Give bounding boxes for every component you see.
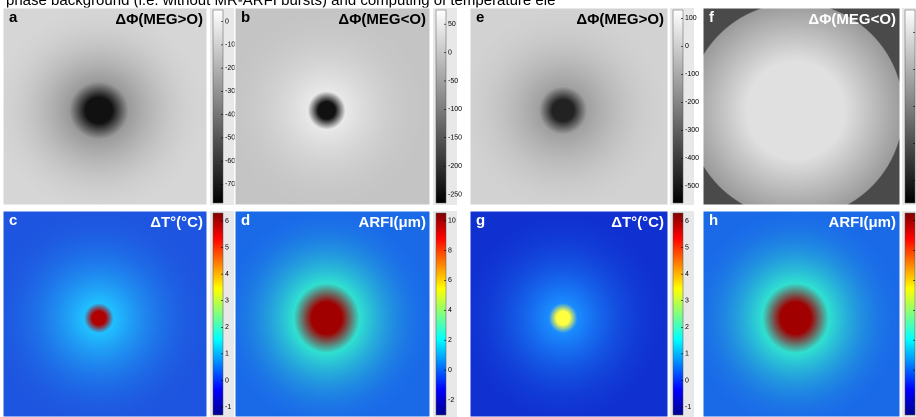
panel-title: ΔΦ(MEG>O) — [576, 11, 664, 28]
colorbar-tick-label: -100 — [225, 42, 239, 49]
colorbar-tick-label: 6 — [448, 277, 452, 284]
colorbar-tick-label: -150 — [448, 135, 462, 142]
header-text: phase background (i.e. without MR-ARFI b… — [6, 0, 555, 9]
colorbar-tick-label: -600 — [225, 158, 239, 165]
colorbar-tick-label: 2 — [225, 324, 229, 331]
colorbar — [904, 212, 916, 416]
colorbar-tick-label: 6 — [685, 218, 689, 225]
colorbar-tick-label: 5 — [685, 244, 689, 251]
panel-hotspot — [3, 8, 207, 205]
colorbar — [435, 212, 447, 416]
colorbar-tick-label: 1 — [685, 351, 689, 358]
colorbar-tick-label: 10 — [448, 217, 456, 224]
colorbar-tick-label: 1 — [225, 351, 229, 358]
panel-letter: a — [9, 9, 18, 26]
colorbar-tick-label: 0 — [225, 377, 229, 384]
panel-title: ΔΦ(MEG>O) — [115, 11, 203, 28]
colorbar-tick-label: -1 — [685, 404, 691, 411]
colorbar-tick-label: -300 — [225, 88, 239, 95]
panel-corner — [2, 210, 208, 417]
colorbar-tick-label: 100 — [685, 15, 697, 22]
panel-letter: h — [709, 212, 718, 229]
panel-title: ΔT°(°C) — [150, 214, 203, 231]
colorbar-tick-label: -700 — [225, 181, 239, 188]
colorbar-tick-label: -2 — [448, 397, 454, 404]
colorbar-tick-label: 2 — [448, 337, 452, 344]
colorbar — [672, 212, 684, 416]
colorbar-tick-label: 4 — [225, 271, 229, 278]
colorbar-tick-label: 2 — [685, 324, 689, 331]
colorbar-tick-label: -250 — [448, 191, 462, 198]
colorbar — [212, 9, 224, 204]
colorbar-tick-label: 0 — [448, 49, 452, 56]
colorbar — [212, 212, 224, 416]
colorbar-tick-label: -500 — [225, 135, 239, 142]
colorbar — [435, 9, 447, 204]
colorbar-tick-label: 6 — [225, 218, 229, 225]
colorbar-tick-label: 3 — [225, 298, 229, 305]
panel-hotspot — [703, 211, 900, 417]
colorbar-tick-label: -200 — [448, 163, 462, 170]
panel-hotspot — [470, 8, 668, 205]
colorbar-tick-label: -300 — [685, 127, 699, 134]
colorbar-tick-label: -1 — [225, 404, 231, 411]
colorbar-tick-label: -200 — [225, 65, 239, 72]
panel-title: ΔΦ(MEG<O) — [338, 11, 426, 28]
colorbar-tick-label: 0 — [448, 367, 452, 374]
panel-hotspot — [3, 211, 207, 417]
colorbar-tick-label: 0 — [685, 43, 689, 50]
colorbar-tick-label: -100 — [448, 106, 462, 113]
panel-letter: c — [9, 212, 17, 229]
colorbar-tick-label: 4 — [448, 307, 452, 314]
colorbar-tick-label: 3 — [685, 298, 689, 305]
colorbar-tick-label: -100 — [685, 71, 699, 78]
panel-corner — [234, 210, 431, 417]
panel-letter: e — [476, 9, 484, 26]
panel-corner — [702, 7, 901, 206]
colorbar-tick-label: 0 — [685, 377, 689, 384]
colorbar-tick-label: -200 — [685, 99, 699, 106]
panel-title: ΔT°(°C) — [611, 214, 664, 231]
panel-hotspot — [235, 211, 430, 417]
colorbar-tick-label: -400 — [685, 155, 699, 162]
panel-letter: g — [476, 212, 485, 229]
panel-corner — [2, 7, 208, 206]
colorbar-tick-label: 50 — [448, 21, 456, 28]
panel-hotspot — [235, 8, 430, 205]
colorbar-tick-label: -50 — [448, 78, 458, 85]
panel-letter: b — [241, 9, 250, 26]
panel-corner — [702, 210, 901, 417]
panel-letter: d — [241, 212, 250, 229]
panel-corner — [469, 210, 669, 417]
panel-title: ARFI(μm) — [829, 214, 897, 231]
colorbar-tick-label: 8 — [448, 247, 452, 254]
colorbar-tick-label: 4 — [685, 271, 689, 278]
colorbar-tick-label: 5 — [225, 244, 229, 251]
colorbar-tick-label: -500 — [685, 183, 699, 190]
panel-hotspot — [470, 211, 668, 417]
panel-hotspot — [703, 8, 900, 205]
colorbar-tick-label: -400 — [225, 111, 239, 118]
panel-corner — [234, 7, 431, 206]
panel-title: ARFI(μm) — [359, 214, 427, 231]
panel-corner — [469, 7, 669, 206]
colorbar — [672, 9, 684, 204]
colorbar-tick-label: 0 — [225, 18, 229, 25]
panel-title: ΔΦ(MEG<O) — [808, 11, 896, 28]
panel-letter: f — [709, 9, 715, 26]
